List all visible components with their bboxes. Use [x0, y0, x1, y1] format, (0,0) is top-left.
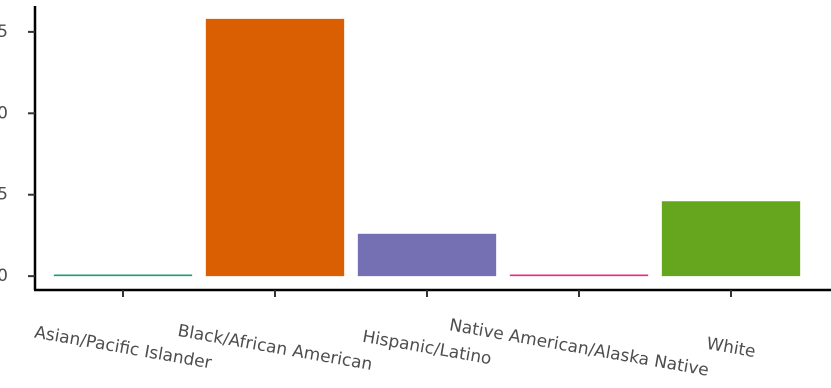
bar [53, 274, 193, 277]
x-tick-label: White [705, 334, 757, 362]
bar [661, 201, 801, 277]
y-tick-label: 15 [0, 22, 8, 42]
y-tick-label: 10 [0, 103, 8, 123]
bar [357, 233, 497, 277]
bar [509, 274, 649, 277]
y-tick-label: 5 [0, 185, 8, 205]
y-tick-label: 0 [0, 266, 8, 286]
bar [205, 18, 345, 277]
